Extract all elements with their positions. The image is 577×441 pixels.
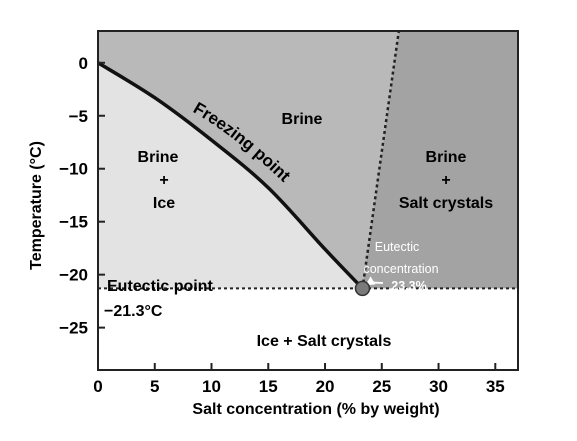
brine-ice-region bbox=[98, 62, 363, 289]
eutectic-concentration-label-line2: concentration bbox=[363, 262, 438, 276]
x-axis-ticks: 0 5 10 15 20 25 30 35 bbox=[93, 363, 505, 396]
brine-salt-label-line1: Brine bbox=[426, 149, 467, 166]
brine-label: Brine bbox=[282, 111, 323, 128]
brine-salt-region bbox=[362, 31, 518, 289]
y-tick-label: −20 bbox=[59, 266, 88, 285]
plot-frame bbox=[97, 30, 519, 371]
eutectic-temperature-label: −21.3°C bbox=[104, 303, 163, 320]
x-tick-label: 30 bbox=[429, 377, 448, 396]
brine-region bbox=[98, 31, 399, 289]
x-tick-label: 25 bbox=[372, 377, 391, 396]
y-tick-label: −25 bbox=[59, 319, 88, 338]
x-tick-label: 5 bbox=[150, 377, 159, 396]
x-tick-label: 20 bbox=[316, 377, 335, 396]
y-axis-ticks: 0 −5 −10 −15 −20 −25 bbox=[59, 54, 105, 338]
solubility-line bbox=[361, 30, 401, 289]
brine-salt-label-line3: Salt crystals bbox=[399, 195, 493, 212]
eutectic-point-marker bbox=[354, 280, 371, 297]
x-tick-label: 0 bbox=[93, 377, 102, 396]
x-tick-label: 15 bbox=[259, 377, 278, 396]
x-axis-title: Salt concentration (% by weight) bbox=[192, 401, 439, 418]
eutectic-point-label: Eutectic point bbox=[107, 278, 213, 295]
y-tick-label: −5 bbox=[69, 107, 88, 126]
ice-salt-region bbox=[98, 288, 518, 370]
ice-salt-label: Ice + Salt crystals bbox=[257, 333, 392, 350]
y-tick-label: −10 bbox=[59, 160, 88, 179]
brine-ice-label-line2: + bbox=[159, 172, 168, 189]
eutectic-concentration-label-line1: Eutectic bbox=[375, 240, 419, 254]
y-axis-title: Temperature (°C) bbox=[28, 141, 45, 270]
brine-ice-label-line1: Brine bbox=[138, 149, 179, 166]
brine-ice-label-line3: Ice bbox=[153, 195, 175, 212]
x-tick-label: 35 bbox=[486, 377, 505, 396]
brine-salt-label-line2: + bbox=[441, 172, 450, 189]
x-tick-label: 10 bbox=[202, 377, 221, 396]
y-tick-label: −15 bbox=[59, 213, 88, 232]
eutectic-concentration-value: 23.3% bbox=[391, 279, 426, 293]
y-tick-label: 0 bbox=[79, 54, 88, 73]
freezing-point-curve bbox=[97, 61, 364, 290]
